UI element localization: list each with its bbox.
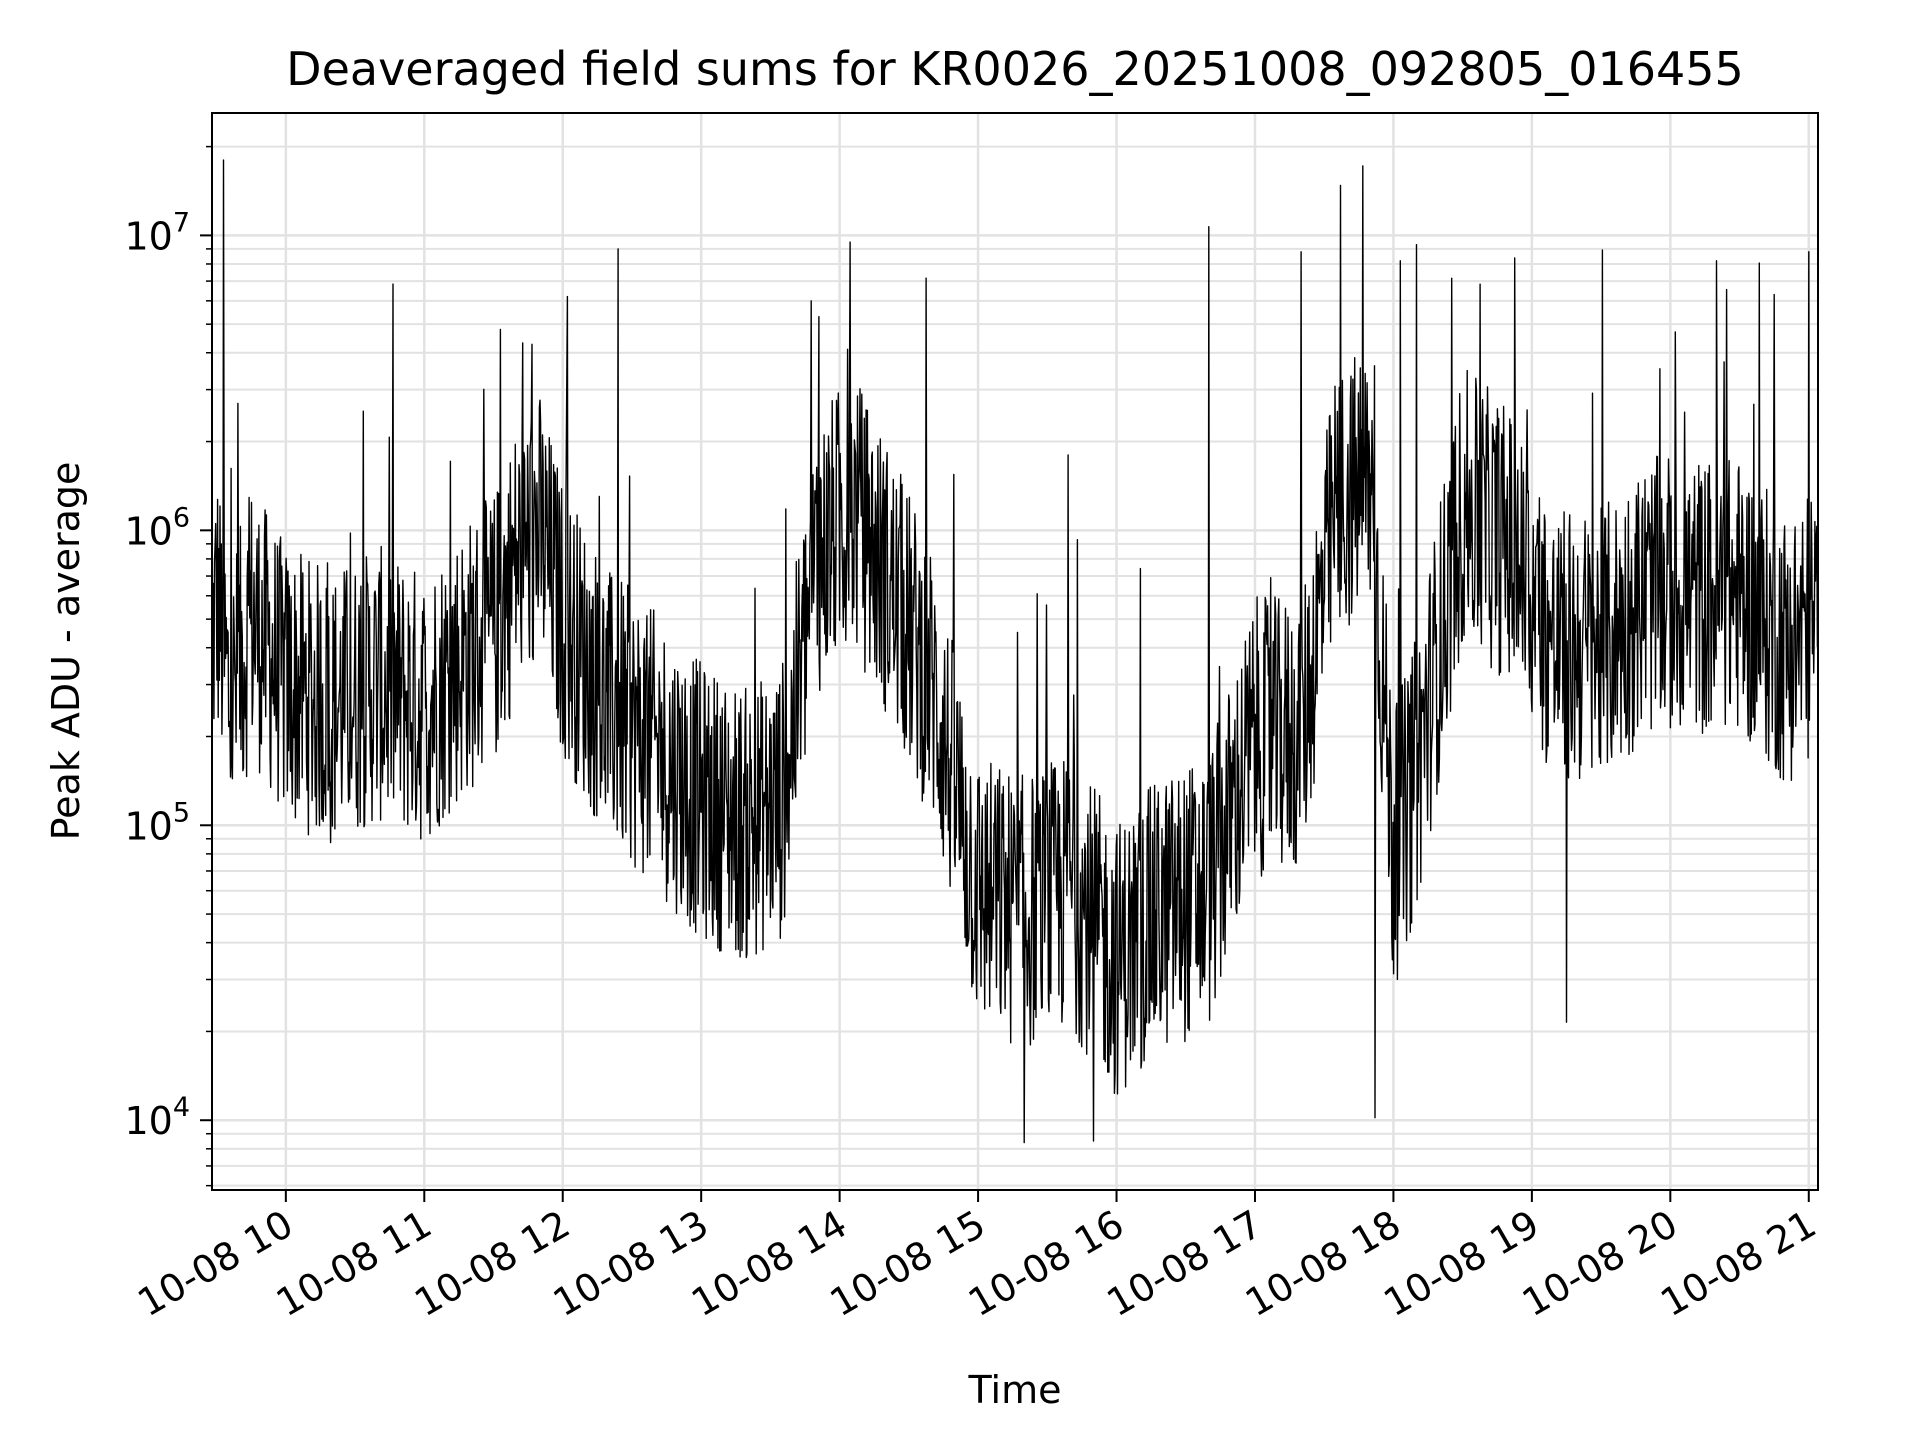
x-tick-label: 10-08 17 <box>1100 1202 1270 1326</box>
x-tick-label: 10-08 21 <box>1653 1202 1823 1326</box>
y-tick-exponent: 7 <box>173 207 190 238</box>
plot-frame <box>211 112 1819 1191</box>
y-axis-label: Peak ADU - average <box>44 462 88 841</box>
x-tick-label: 10-08 20 <box>1515 1202 1685 1326</box>
y-tick-exponent: 4 <box>173 1092 190 1123</box>
x-tick-label: 10-08 19 <box>1376 1202 1546 1326</box>
y-tick-exponent: 5 <box>173 797 190 828</box>
x-tick-label: 10-08 15 <box>823 1202 993 1326</box>
x-tick-label: 10-08 16 <box>961 1202 1131 1326</box>
chart-title: Deaveraged field sums for KR0026_2025100… <box>286 42 1744 96</box>
y-tick-label: 104 <box>124 1092 190 1143</box>
x-tick-label: 10-08 18 <box>1238 1202 1408 1326</box>
y-tick-label: 106 <box>124 502 190 553</box>
y-tick-exponent: 6 <box>173 502 190 533</box>
x-tick-label: 10-08 12 <box>407 1202 577 1326</box>
y-tick-base: 10 <box>124 804 172 848</box>
x-tick-label: 10-08 10 <box>130 1202 300 1326</box>
y-tick-base: 10 <box>124 509 172 553</box>
x-axis-label: Time <box>968 1368 1062 1412</box>
y-tick-base: 10 <box>124 1099 172 1143</box>
minor-gridlines <box>212 145 1818 1187</box>
y-tick-label: 107 <box>124 207 190 258</box>
y-tick-base: 10 <box>124 214 172 258</box>
x-tick-label: 10-08 13 <box>546 1202 716 1326</box>
y-tick-label: 105 <box>124 797 190 848</box>
data-series-layer <box>211 159 1819 1144</box>
series-line <box>211 159 1819 1144</box>
x-tick-label: 10-08 14 <box>684 1202 854 1326</box>
x-tick-label: 10-08 11 <box>269 1202 439 1326</box>
